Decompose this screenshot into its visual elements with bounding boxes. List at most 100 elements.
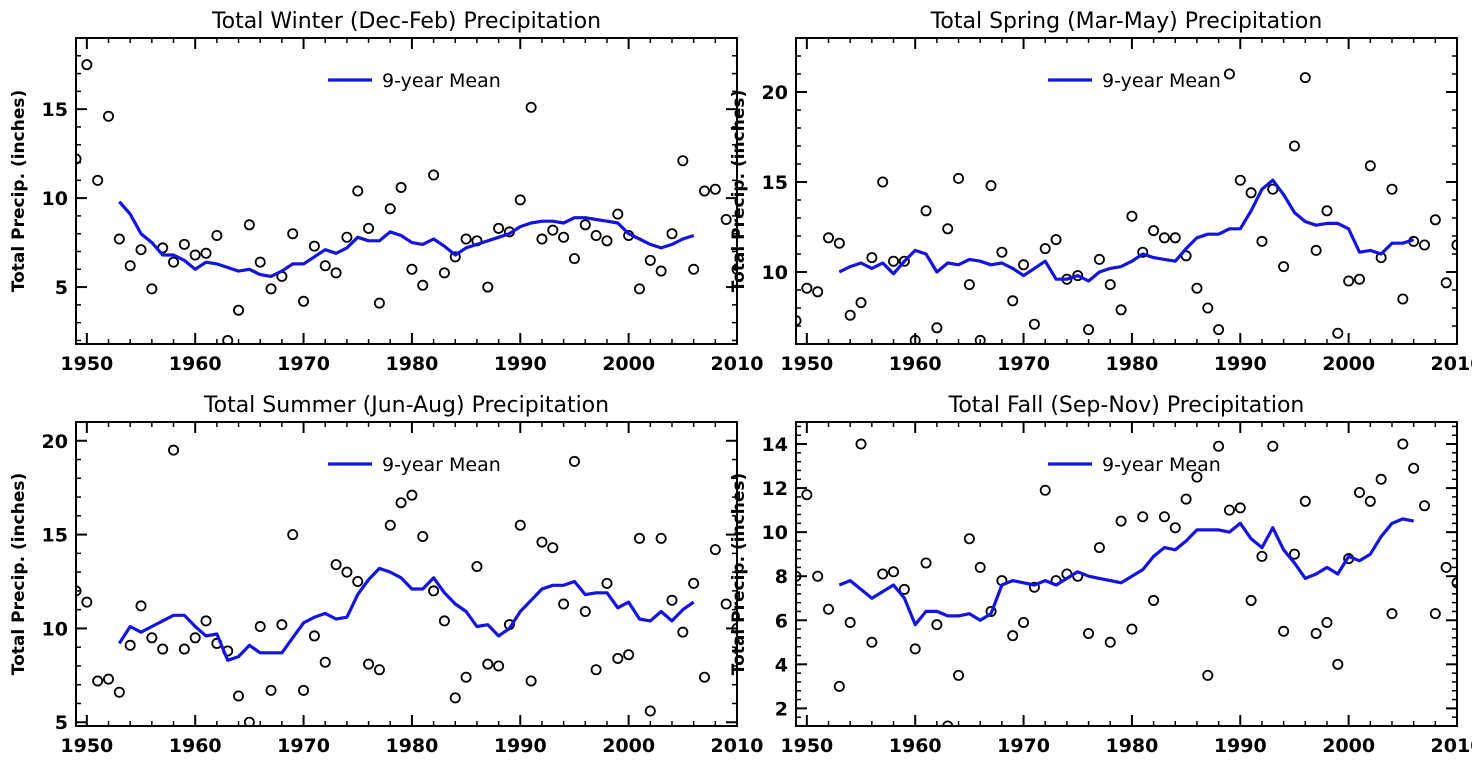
data-point [200,615,212,627]
plot-frame [75,421,738,727]
x-tick-label: 1970 [997,353,1050,375]
data-point [1451,577,1457,589]
data-point [931,619,943,631]
data-point [1267,183,1279,195]
data-point [449,251,461,263]
data-point [265,283,277,295]
mean-line [838,517,1415,627]
data-point [888,255,900,267]
data-point [1028,318,1040,330]
data-point [644,254,656,266]
data-point [276,619,288,631]
data-point [265,684,277,696]
data-point [866,252,878,264]
x-tick-label: 1990 [1214,353,1267,375]
x-tick-label: 2000 [1322,735,1375,757]
data-point [612,652,624,664]
data-point [568,455,580,467]
y-tick-label: 10 [42,188,68,210]
data-point [942,720,954,726]
data-point [920,205,932,217]
data-point [709,183,721,195]
data-point [1418,239,1430,251]
data-point [406,489,418,501]
data-point [287,529,299,541]
data-point [612,208,624,220]
y-axis-label: Total Precip. (inches) [9,90,29,292]
data-point [146,632,158,644]
data-point [931,322,943,334]
data-point [709,544,721,556]
x-tick-label: 1960 [169,735,222,757]
data-point [1115,304,1127,316]
data-point [1267,440,1279,452]
chart-title: Total Spring (Mar-May) Precipitation [930,9,1323,34]
data-point [590,664,602,676]
chart-panel-spring: Total Spring (Mar-May) Precipitation Tota… [729,9,1472,375]
data-point [1288,548,1300,560]
data-point [189,249,201,261]
plot-frame [75,37,738,345]
plot-frame [795,37,1458,345]
data-point [1375,473,1387,485]
data-point [1213,324,1225,336]
data-point [698,671,710,683]
data-point [428,585,440,597]
data-point [135,244,147,256]
data-point [363,658,375,670]
legend-label: 9-year Mean [382,70,501,92]
data-point [677,626,689,638]
data-point [547,224,559,236]
y-tick-label: 2 [775,698,788,720]
data-point [633,532,645,544]
data-point [1386,608,1398,620]
data-point [438,267,450,279]
x-tick-label: 2010 [711,353,764,375]
data-point [178,238,190,250]
legend-label: 9-year Mean [1102,454,1221,476]
data-point [1429,214,1441,226]
plot-frame [795,421,1458,727]
data-point [363,222,375,234]
data-point [898,255,910,267]
data-point [1321,205,1333,217]
x-tick-label: 1980 [1105,353,1158,375]
data-point [877,176,889,188]
data-point [536,536,548,548]
data-point [731,622,737,634]
y-axis-label: Total Precip. (inches) [729,90,749,292]
data-point [233,690,245,702]
data-point [1440,561,1452,573]
data-point [92,675,104,687]
data-point [417,279,429,291]
data-point [568,253,580,265]
y-axis-label: Total Precip. (inches) [729,473,749,675]
data-point [330,559,342,571]
x-tick-label: 1950 [780,735,833,757]
data-point [579,606,591,618]
data-point [688,577,700,589]
data-point [698,185,710,197]
data-point [254,256,266,268]
data-point [113,686,125,698]
data-point [677,155,689,167]
x-tick-label: 1960 [889,735,942,757]
plot-area [796,438,1457,726]
data-point [1137,246,1149,258]
data-point [666,594,678,606]
data-point [406,263,418,275]
data-point [633,283,645,295]
legend-label: 9-year Mean [382,454,501,476]
data-point [855,438,867,450]
data-point [1223,68,1235,80]
x-tick-label: 1970 [997,735,1050,757]
y-tick-label: 15 [762,172,788,194]
data-point [1386,183,1398,195]
data-point [1299,495,1311,507]
data-point [1148,594,1160,606]
data-point [384,203,396,215]
data-point [558,231,570,243]
data-point [1353,486,1365,498]
